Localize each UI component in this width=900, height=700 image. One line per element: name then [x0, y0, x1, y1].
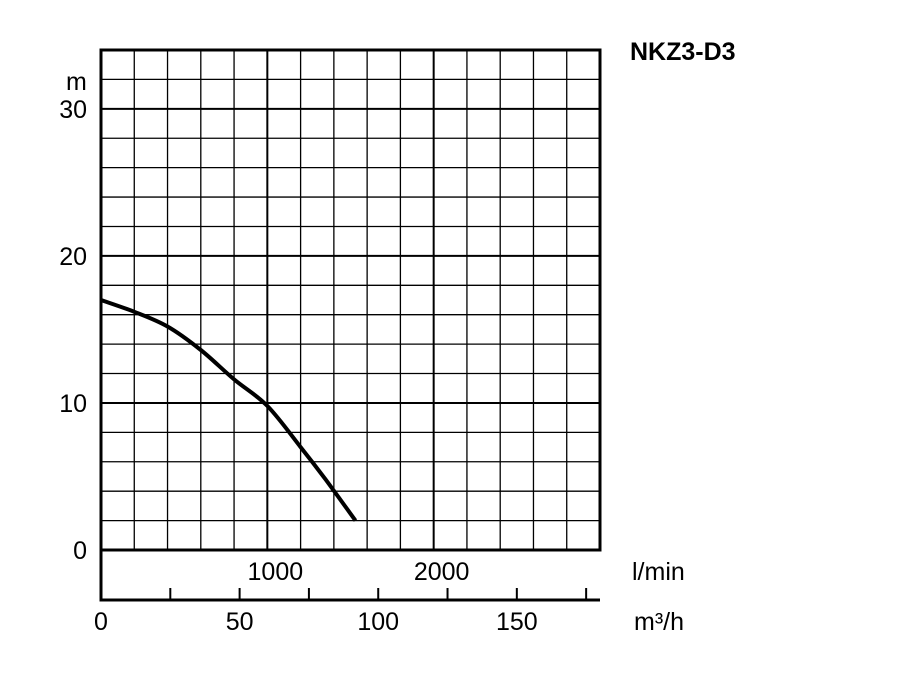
- x-tick-label-m3h: 50: [226, 608, 254, 636]
- chart-title: NKZ3-D3: [630, 38, 736, 66]
- x-tick-label-m3h: 100: [357, 608, 399, 636]
- grid-minor: [101, 50, 600, 550]
- x-axis-unit-lmin: l/min: [632, 558, 685, 586]
- curve-group: [100, 298, 358, 522]
- x-tick-labels-m3h: 0 50 100 150: [94, 608, 538, 636]
- x-tick-label-m3h: 0: [94, 608, 108, 636]
- y-tick-label: 0: [73, 537, 87, 565]
- y-tick-label: 30: [59, 96, 87, 124]
- grid-major: [101, 50, 600, 550]
- performance-curve: [100, 298, 358, 522]
- y-axis-unit-label: m: [66, 68, 87, 96]
- x-tick-labels-lmin: 1000 2000: [248, 558, 470, 586]
- y-tick-labels: 0 10 20 30: [59, 96, 87, 565]
- y-tick-label: 20: [59, 243, 87, 271]
- y-tick-label: 10: [59, 390, 87, 418]
- x-tick-label-lmin: 2000: [414, 558, 470, 586]
- x-tick-label-lmin: 1000: [248, 558, 304, 586]
- plot-frame: [99, 48, 602, 602]
- x-tick-label-m3h: 150: [496, 608, 538, 636]
- plot-border: [99, 48, 602, 552]
- x-axis-unit-m3h: m³/h: [634, 608, 684, 636]
